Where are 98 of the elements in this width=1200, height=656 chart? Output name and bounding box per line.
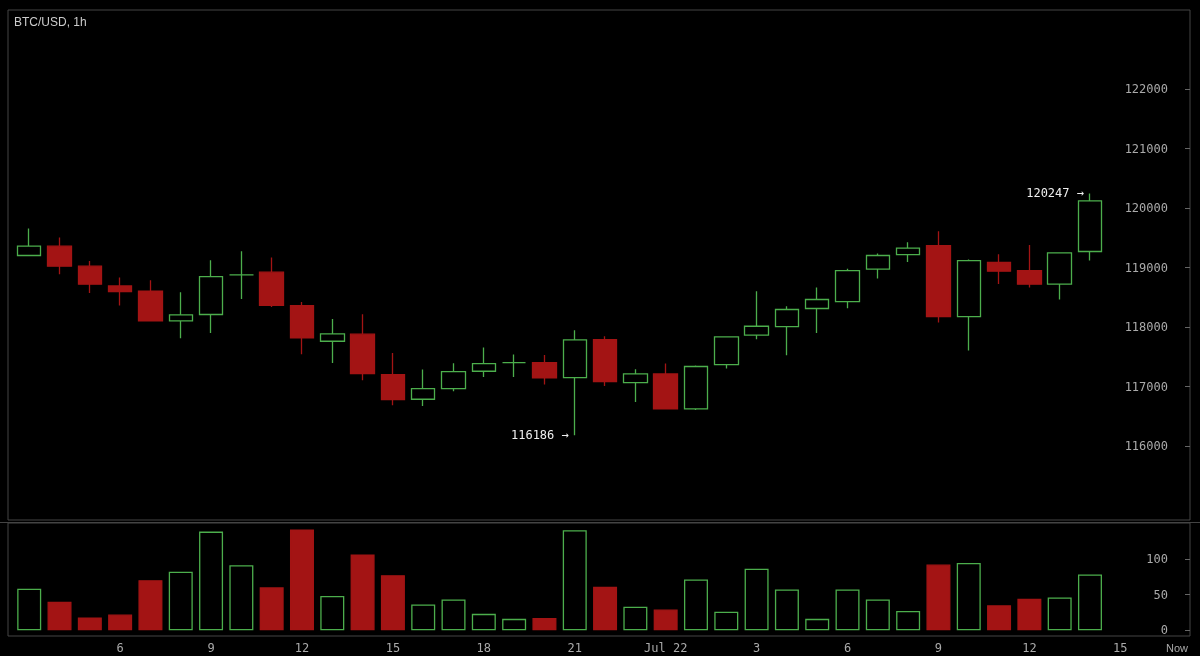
candlestick (137, 279, 164, 322)
candlestick (713, 336, 740, 370)
annotation: 120247 → (1026, 186, 1084, 201)
chart-title: BTC/USD, 1h (14, 15, 87, 29)
y-tick-label: 120000 (1124, 201, 1168, 216)
candlestick (440, 362, 467, 392)
x-tick-label: 12 (1022, 641, 1037, 655)
candlestick (77, 260, 103, 294)
candlestick (410, 368, 436, 407)
candlestick (258, 256, 285, 308)
bar (17, 588, 42, 631)
bar (138, 580, 163, 631)
y-tick-label: 117000 (1124, 379, 1168, 394)
candlestick (1077, 192, 1103, 262)
bar (1047, 597, 1072, 631)
candlestick (986, 253, 1012, 285)
bar (835, 589, 860, 631)
bar (805, 618, 830, 631)
bar (683, 579, 708, 631)
candlestick (349, 313, 376, 381)
y-tick-label: 0 (1160, 623, 1168, 638)
bar (320, 595, 345, 631)
x-tick-label: 21 (567, 641, 582, 655)
bar (1017, 598, 1042, 631)
candlestick (1016, 244, 1043, 289)
candlestick (743, 290, 770, 340)
y-tick-label: 118000 (1124, 320, 1168, 335)
bar (229, 565, 254, 631)
bar (896, 610, 921, 631)
bar (77, 617, 102, 631)
x-tick-label: 9 (207, 641, 215, 655)
y-tick-label: 121000 (1124, 141, 1168, 156)
bar (380, 575, 405, 631)
bar (350, 554, 375, 631)
bar (562, 530, 587, 631)
x-tick-label: 15 (385, 641, 401, 655)
candlestick (46, 236, 73, 275)
bar (774, 589, 799, 631)
y-tick-label: 119000 (1124, 260, 1168, 275)
bar (926, 564, 951, 631)
bar (471, 613, 496, 631)
candlestick (592, 335, 618, 387)
candlestick (562, 329, 588, 436)
candlestick (501, 353, 527, 378)
bar (168, 571, 193, 631)
candlestick (107, 276, 133, 307)
x-tick-label: Jul 22 (644, 641, 688, 655)
annotation: 116186 → (510, 428, 569, 443)
candlestick (865, 252, 891, 280)
candlestick (228, 250, 255, 300)
bar (714, 611, 739, 631)
bar (502, 618, 527, 631)
x-tick-label: 15 (1113, 641, 1128, 655)
candlestick (622, 368, 649, 403)
bar (441, 599, 466, 631)
candlestick (652, 362, 679, 410)
candlestick (895, 241, 921, 263)
candlestick (471, 346, 497, 378)
x-tick-label: 6 (116, 641, 124, 655)
bar (1077, 574, 1102, 631)
candlestick (683, 364, 709, 411)
candlestick (925, 230, 952, 324)
candlestick (289, 301, 315, 355)
bar (653, 609, 678, 631)
x-tick-label: 12 (294, 641, 310, 655)
x-tick-label: 6 (843, 641, 852, 655)
x-tick-label: 18 (476, 641, 492, 655)
x-tick-label: 9 (934, 641, 943, 655)
bar (987, 605, 1012, 631)
candlestick (168, 291, 194, 339)
bar (623, 606, 648, 631)
candlestick (804, 286, 830, 334)
bar (108, 614, 133, 631)
candlestick (531, 354, 558, 386)
candlestick (198, 259, 224, 334)
bar (47, 601, 72, 631)
bar (289, 529, 314, 631)
x-tick-label: 3 (752, 641, 761, 655)
candlestick (1046, 252, 1073, 301)
bar (532, 618, 557, 631)
candlestick (16, 227, 42, 257)
bar (199, 531, 224, 631)
y-tick-label: 100 (1146, 551, 1168, 566)
candlestick (380, 352, 406, 406)
text: Now (1165, 641, 1189, 654)
bar (956, 563, 981, 631)
y-tick-label: 116000 (1124, 439, 1168, 454)
y-tick-label: 50 (1153, 587, 1168, 602)
candlestick (774, 305, 800, 356)
y-tick-label: 122000 (1124, 82, 1168, 97)
candlestick (319, 318, 346, 364)
candlestick (834, 268, 861, 309)
candlestick (956, 258, 982, 352)
bar (865, 599, 890, 631)
bar (411, 604, 436, 631)
bar (744, 568, 769, 631)
bar (259, 587, 284, 631)
bar (593, 586, 618, 631)
